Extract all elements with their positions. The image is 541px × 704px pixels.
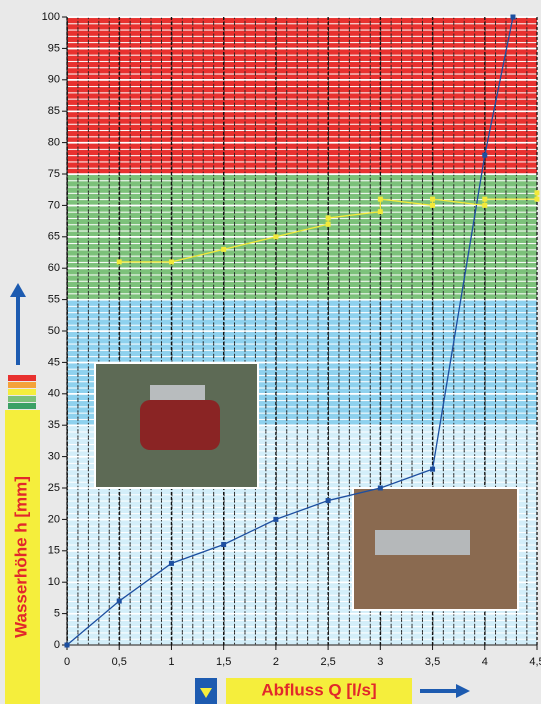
x-tick-label: 3 [377,656,383,668]
y-tick-label: 80 [48,137,60,149]
point [273,516,279,522]
x-tick-label: 0 [64,656,70,668]
arrow-head [10,283,26,297]
point [534,196,540,202]
point [221,246,227,252]
x-tick-label: 3,5 [425,656,440,668]
point [510,14,516,20]
y-label-box [5,410,40,704]
point [430,202,436,208]
point [116,598,122,604]
point [168,560,174,566]
point [482,152,488,158]
y-tick-label: 15 [48,545,60,557]
y-tick-label: 85 [48,105,60,117]
point [534,190,540,196]
x-tick-label: 1 [168,656,174,668]
legend-stripe [8,375,36,381]
point [377,209,383,215]
point [377,485,383,491]
y-tick-label: 90 [48,74,60,86]
series-line [66,16,514,646]
y-tick-label: 0 [54,639,60,651]
point [116,259,122,265]
point [221,542,227,548]
y-tick-label: 50 [48,325,60,337]
y-tick-label: 95 [48,42,60,54]
x-axis-label: Abfluss Q [l/s] [261,680,376,699]
point [273,234,279,240]
legend-stripe [8,382,36,388]
point [430,196,436,202]
y-axis-label: Wasserhöhe h [mm] [11,476,30,638]
y-tick-label: 70 [48,199,60,211]
point [482,202,488,208]
y-tick-label: 40 [48,388,60,400]
point [325,498,331,504]
y-tick-label: 30 [48,451,60,463]
x-tick-label: 4,5 [529,656,541,668]
y-tick-label: 55 [48,294,60,306]
y-tick-label: 60 [48,262,60,274]
x-label-box [226,678,412,704]
y-tick-label: 35 [48,419,60,431]
point [430,466,436,472]
point [168,259,174,265]
y-tick-label: 100 [42,11,60,23]
x-tick-label: 1,5 [216,656,231,668]
arrow-head [200,688,212,698]
y-tick-label: 20 [48,513,60,525]
photo-detail [375,530,470,555]
point [325,221,331,227]
point [482,196,488,202]
legend-stripe [8,403,36,409]
y-tick-label: 65 [48,231,60,243]
y-tick-label: 45 [48,356,60,368]
point [325,215,331,221]
legend-stripe [8,396,36,402]
arrow-head [456,684,470,698]
y-tick-label: 75 [48,168,60,180]
x-tick-label: 2,5 [320,656,335,668]
point [377,196,383,202]
y-tick-label: 25 [48,482,60,494]
legend-stripe [8,389,36,395]
photo-detail [140,400,220,450]
x-tick-label: 2 [273,656,279,668]
y-tick-label: 5 [54,608,60,620]
x-tick-label: 4 [482,656,488,668]
point [64,642,70,648]
y-tick-label: 10 [48,576,60,588]
x-tick-label: 0,5 [112,656,127,668]
